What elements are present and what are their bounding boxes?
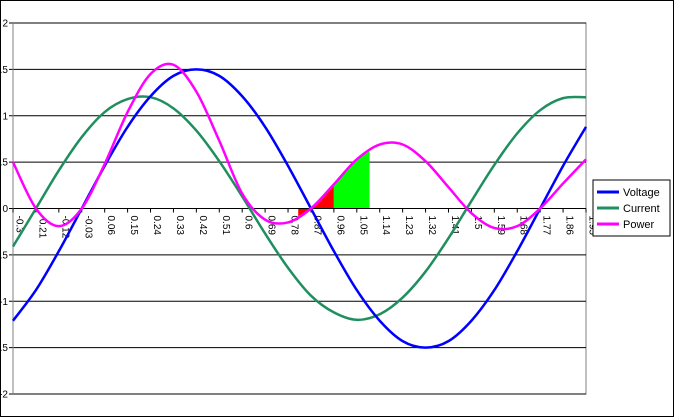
x-tick-label: 1.32 [426,216,437,236]
x-tick-label: 1.05 [357,216,368,236]
x-tick-label: 0.87 [311,216,322,236]
x-tick-label: -0.03 [82,216,93,239]
x-tick-label: -0.21 [36,216,47,239]
x-tick-label: 1.5 [472,216,483,230]
x-tick-label: 1.95 [587,216,598,236]
x-tick-label: 0.78 [289,216,300,236]
x-tick-label: 0.15 [128,216,139,236]
x-tick-label: -0.3 [14,216,25,234]
x-tick-label: 1.14 [380,216,391,236]
legend: Voltage Current Power [592,179,671,237]
series-line-power [11,62,587,231]
y-tick-label: 0.5 [0,158,8,169]
x-tick-label: 1.77 [541,216,552,236]
series-lines [11,62,588,349]
x-tick-label: 0.42 [197,216,208,236]
x-tick-label: 0.24 [151,216,162,236]
legend-label-current: Current [623,203,660,215]
y-tick-label: 2 [2,19,8,30]
x-tick-label: 0.6 [243,216,254,230]
x-tick-label: 0.96 [334,216,345,236]
x-tick-label: 1.41 [449,216,460,236]
axes: -2-1.5-1-0.500.511.52-0.3-0.21-0.12-0.03… [0,19,598,401]
y-tick-label: 1 [2,111,8,122]
series-line-current [11,95,587,322]
x-tick-label: 1.86 [564,216,575,236]
y-tick-label: -1 [0,297,8,308]
legend-label-voltage: Voltage [623,187,660,199]
y-tick-label: 0 [2,204,8,215]
legend-label-power: Power [623,219,655,231]
x-tick-label: -0.12 [59,216,70,239]
y-tick-label: -0.5 [0,250,8,261]
x-tick-label: 0.69 [266,216,277,236]
x-tick-label: 0.06 [105,216,116,236]
x-tick-label: 0.33 [174,216,185,236]
x-tick-label: 1.59 [495,216,506,236]
y-tick-label: -1.5 [0,343,8,354]
shaded-region [333,151,370,209]
y-tick-label: 1.5 [0,65,8,76]
x-tick-label: 1.23 [403,216,414,236]
x-tick-label: 0.51 [220,216,231,236]
y-tick-label: -2 [0,390,8,401]
x-tick-label: 1.68 [518,216,529,236]
